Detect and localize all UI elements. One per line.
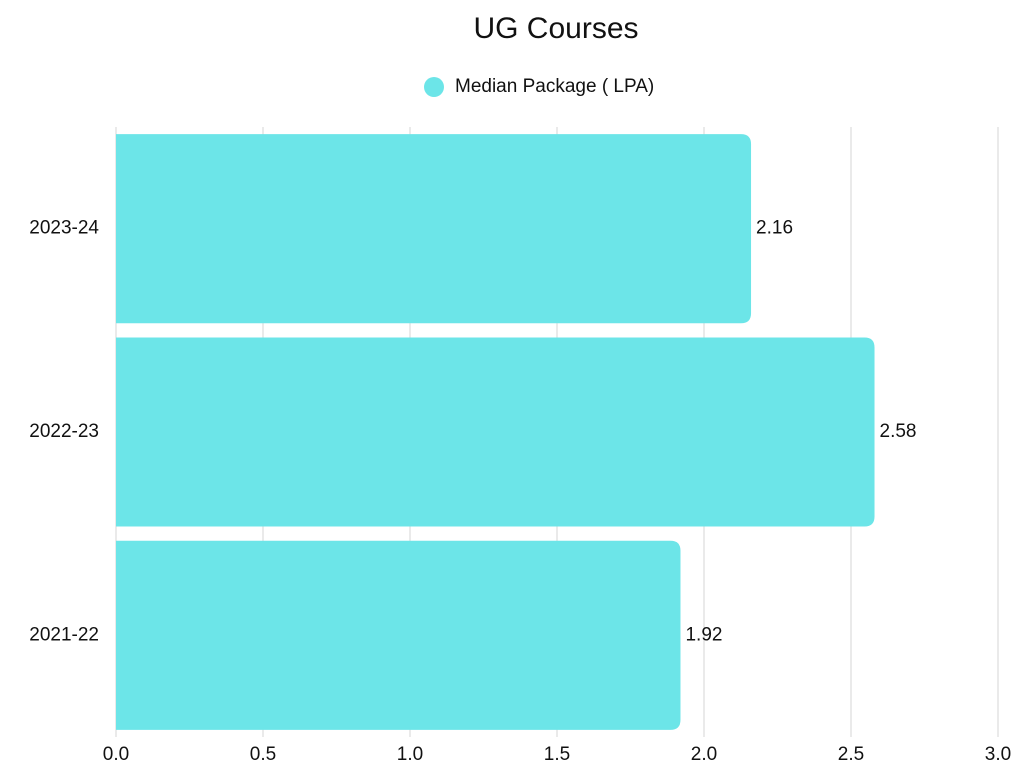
bar — [116, 134, 752, 324]
y-tick-label: 2021-22 — [29, 624, 99, 645]
data-label: 1.92 — [685, 624, 722, 645]
chart-title: UG Courses — [473, 12, 638, 45]
x-tick-label: 3.0 — [985, 744, 1011, 765]
data-label: 2.58 — [880, 421, 917, 442]
x-tick-label: 2.0 — [691, 744, 717, 765]
x-tick-label: 0.0 — [103, 744, 129, 765]
x-tick-label: 1.0 — [397, 744, 423, 765]
x-tick-label: 2.5 — [838, 744, 864, 765]
x-tick-label: 0.5 — [250, 744, 276, 765]
data-label: 2.16 — [756, 218, 793, 239]
bar — [116, 540, 681, 730]
y-tick-label: 2023-24 — [29, 218, 99, 239]
x-tick-label: 1.5 — [544, 744, 570, 765]
legend-label: Median Package ( LPA) — [455, 76, 654, 97]
legend-marker — [424, 77, 444, 97]
y-tick-label: 2022-23 — [29, 421, 99, 442]
bar — [116, 337, 875, 527]
